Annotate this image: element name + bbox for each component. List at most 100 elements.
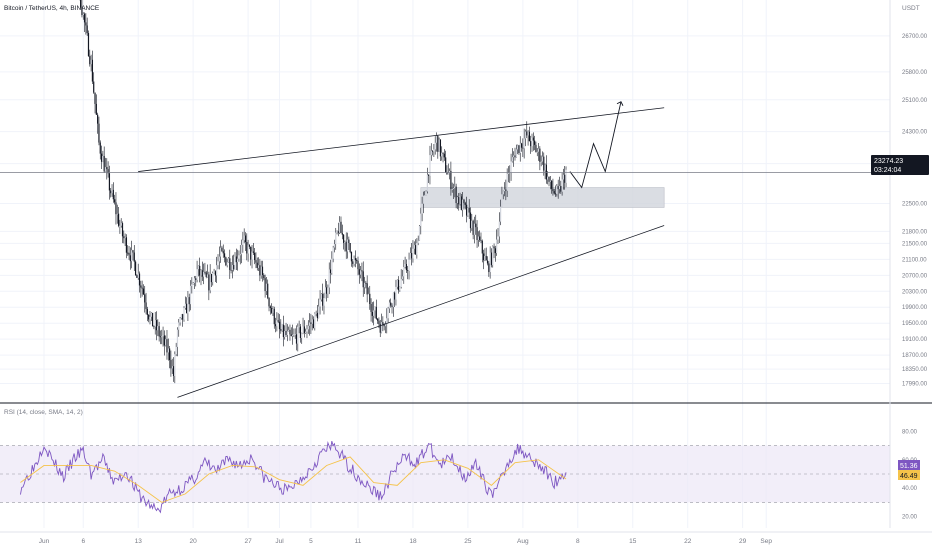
candle-body [498,221,500,237]
candle-body [197,265,199,270]
candle-body [430,150,432,156]
candle-body [299,326,302,339]
candle-body [544,164,546,171]
price-tick-label: 21100.00 [902,257,927,263]
candle-body [123,236,125,239]
price-tick-label: 21800.00 [902,229,928,235]
candle-body [531,137,533,147]
candle-body [459,196,461,205]
candle-body [484,255,486,261]
candle-body [339,221,341,233]
candle-body [477,236,479,241]
candle-body [103,156,105,172]
candle-body [408,259,410,272]
candle-body [384,324,387,327]
candle-body [129,255,131,262]
price-tick-label: 19500.00 [902,321,928,327]
candle-body [443,153,445,158]
candle-body [306,329,308,332]
candle-body [172,366,175,377]
candle-body [195,278,197,280]
candle-body [238,255,240,259]
candle-body [294,334,296,336]
candle-body [511,157,513,162]
candle-body [467,207,469,216]
candle-body [301,333,303,339]
time-tick-label: Aug [517,538,529,545]
time-tick-label: 5 [309,538,313,545]
time-tick-label: 20 [190,538,198,545]
rsi-tick-label: 80.00 [902,429,918,435]
candle-body [429,155,431,176]
candle-body [208,274,210,291]
candle-body [543,156,545,171]
candle-body [106,167,108,170]
candle-body [297,326,299,344]
candle-body [184,303,186,308]
candle-body [320,293,322,300]
time-tick-label: 11 [355,538,362,545]
candle-body [328,269,330,288]
candle-body [561,179,563,192]
candle-body [247,244,249,254]
candle-body [475,223,477,228]
candle-body [94,92,96,104]
candle-body [463,199,465,204]
candle-body [199,265,201,276]
candle-body [271,307,273,313]
candle-body [278,321,281,330]
candle-body [154,320,156,327]
candle-body [501,194,503,207]
candle-body [441,152,443,157]
candle-body [431,150,434,152]
rsi-ma-value: 46.49 [900,473,918,480]
candle-body [268,297,270,307]
candle-body [473,223,476,235]
candle-body [548,176,550,182]
candle-body [505,189,507,191]
candle-body [133,252,135,262]
price-tick-label: 18700.00 [902,353,928,359]
candle-body [489,252,491,273]
candle-body [127,252,129,254]
candle-body [240,244,243,255]
candle-body [121,223,124,237]
candle-body [248,244,251,247]
candle-body [486,260,489,264]
candle-body [552,188,554,192]
time-tick-label: 22 [684,538,692,545]
candle-body [149,316,151,320]
candle-body [285,330,287,336]
candle-body [107,169,109,174]
candle-body [539,148,541,162]
candle-body [361,270,363,272]
candle-body [163,335,165,346]
time-tick-label: 25 [464,538,472,545]
candle-body [439,139,442,157]
candle-body [472,220,474,235]
candle-body [433,149,435,152]
candle-body [448,170,451,174]
candle-body [378,320,380,325]
trend-drawings[interactable] [138,101,665,398]
candle-body [496,239,498,254]
candle-body [557,186,559,190]
rsi-tick-label: 40.00 [902,486,918,492]
candle-body [272,308,274,313]
candle-body [343,234,345,243]
candle-body [358,269,360,275]
candle-body [565,169,567,183]
projection-arrowhead [616,101,624,106]
candle-body [213,271,215,273]
candle-body [352,261,354,264]
candle-body [277,320,279,322]
candle-body [519,143,521,154]
candle-body [227,258,230,263]
candle-body [392,292,394,308]
candle-body [333,244,336,248]
candle-body [360,270,362,275]
candle-body [158,326,160,337]
candle-body [417,240,419,244]
candle-body [146,309,148,315]
